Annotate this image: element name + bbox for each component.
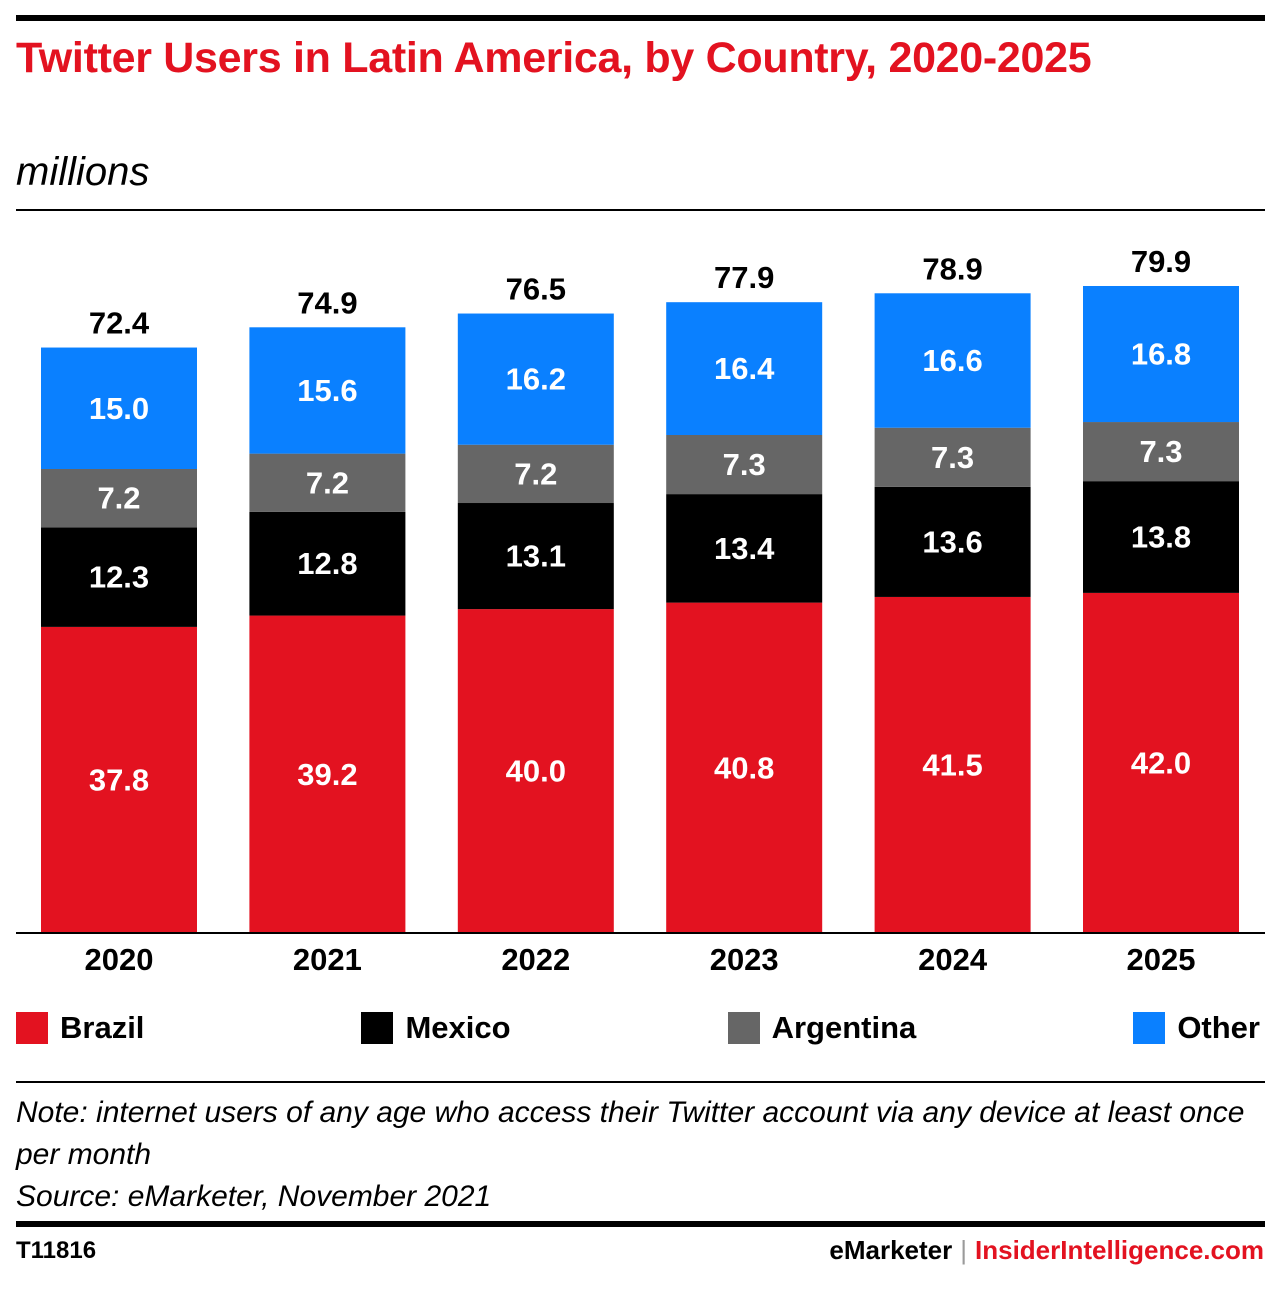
total-label-2024: 78.9: [922, 251, 982, 286]
notes: Note: internet users of any age who acce…: [16, 1092, 1266, 1218]
legend-item-other: Other: [1133, 1010, 1260, 1046]
top-rule: [16, 15, 1265, 21]
bar-segment-other-2022: [457, 313, 614, 445]
bar-segment-other-2025: [1083, 286, 1239, 423]
bar-segment-argentina-2022: [457, 444, 614, 504]
value-label-brazil-2025: 42.0: [1131, 745, 1191, 780]
bar-segment-brazil-2022: [457, 609, 614, 933]
value-label-mexico-2023: 13.4: [714, 531, 775, 566]
value-label-mexico-2025: 13.8: [1131, 520, 1191, 555]
value-label-other-2021: 15.6: [297, 373, 357, 408]
brand-footer: eMarketer | InsiderIntelligence.com: [829, 1235, 1264, 1266]
x-tick-label-2024: 2024: [918, 942, 988, 977]
header-rule: [16, 209, 1265, 211]
value-label-argentina-2025: 7.3: [1139, 434, 1182, 469]
legend-item-argentina: Argentina: [727, 1010, 917, 1046]
chart-subtitle: millions: [16, 150, 150, 194]
value-label-other-2025: 16.8: [1131, 337, 1191, 372]
bar-segment-brazil-2024: [874, 596, 1031, 933]
x-tick-label-2022: 2022: [501, 942, 570, 977]
value-label-argentina-2022: 7.2: [514, 456, 557, 491]
legend-swatch-other: [1133, 1012, 1166, 1044]
total-label-2022: 76.5: [506, 272, 566, 307]
value-label-brazil-2022: 40.0: [506, 754, 566, 789]
total-label-2020: 72.4: [89, 306, 150, 341]
bar-segment-brazil-2025: [1083, 592, 1239, 933]
value-label-other-2022: 16.2: [506, 362, 566, 397]
value-label-argentina-2023: 7.3: [723, 447, 766, 482]
bar-segment-argentina-2024: [874, 427, 1031, 487]
value-label-other-2024: 16.6: [922, 343, 982, 378]
legend-swatch-brazil: [16, 1012, 48, 1044]
value-label-other-2020: 15.0: [89, 391, 149, 426]
total-label-2021: 74.9: [297, 285, 357, 320]
bar-segment-mexico-2022: [457, 503, 614, 610]
value-label-brazil-2023: 40.8: [714, 750, 774, 785]
value-label-mexico-2021: 12.8: [297, 546, 357, 581]
bar-segment-other-2021: [249, 327, 406, 454]
legend-swatch-mexico: [361, 1012, 394, 1044]
notes-rule: [16, 1081, 1265, 1083]
bar-segment-mexico-2025: [1083, 481, 1239, 593]
bar-segment-argentina-2021: [249, 453, 406, 512]
bar-segment-mexico-2023: [666, 494, 823, 603]
value-label-argentina-2021: 7.2: [306, 465, 349, 500]
source-text: Source: eMarketer, November 2021: [16, 1180, 492, 1213]
brand-separator: |: [960, 1235, 968, 1265]
legend-item-brazil: Brazil: [16, 1010, 144, 1046]
bottom-rule: [16, 1221, 1265, 1227]
total-label-2025: 79.9: [1131, 244, 1191, 279]
value-label-mexico-2020: 12.3: [89, 560, 149, 595]
total-label-2023: 77.9: [714, 260, 774, 295]
value-label-mexico-2022: 13.1: [506, 539, 566, 574]
bar-segment-mexico-2020: [41, 527, 197, 627]
bar-segment-argentina-2025: [1083, 422, 1239, 482]
x-tick-label-2020: 2020: [85, 942, 154, 977]
value-label-argentina-2024: 7.3: [931, 440, 974, 475]
bar-segment-other-2023: [666, 302, 823, 435]
value-label-brazil-2024: 41.5: [922, 747, 982, 782]
chart-title: Twitter Users in Latin America, by Count…: [16, 34, 1092, 82]
brand-insider-link[interactable]: InsiderIntelligence.com: [975, 1235, 1264, 1265]
bar-segment-mexico-2021: [249, 511, 406, 616]
x-tick-label-2021: 2021: [293, 942, 362, 977]
legend-label-mexico: Mexico: [405, 1010, 511, 1045]
bar-segment-other-2024: [874, 293, 1031, 428]
value-label-mexico-2024: 13.6: [922, 524, 982, 559]
value-label-brazil-2020: 37.8: [89, 762, 149, 797]
bar-segment-brazil-2021: [249, 615, 406, 933]
bar-segment-mexico-2024: [874, 486, 1031, 597]
bar-segment-other-2020: [41, 347, 197, 470]
chart-id: T11816: [16, 1237, 97, 1264]
bar-segment-brazil-2020: [41, 626, 197, 933]
legend: Brazil Mexico Argentina Other: [16, 1005, 1260, 1051]
stacked-bar-chart: 37.8 12.3 7.2 15.0 72.4 2020 39.2 12.8 7.2 15.6 74…: [16, 244, 1265, 977]
note-text: Note: internet users of any age who acce…: [16, 1096, 1245, 1171]
legend-label-other: Other: [1177, 1010, 1260, 1045]
legend-item-mexico: Mexico: [361, 1010, 511, 1046]
value-label-brazil-2021: 39.2: [297, 757, 357, 792]
bar-segment-argentina-2020: [41, 469, 197, 528]
brand-emarketer: eMarketer: [829, 1235, 953, 1265]
x-tick-label-2025: 2025: [1127, 942, 1196, 977]
value-label-other-2023: 16.4: [714, 351, 775, 386]
legend-label-brazil: Brazil: [60, 1010, 145, 1045]
x-tick-label-2023: 2023: [710, 942, 779, 977]
bar-segment-argentina-2023: [666, 434, 823, 495]
value-label-argentina-2020: 7.2: [97, 481, 140, 516]
legend-label-argentina: Argentina: [771, 1010, 917, 1045]
bar-segment-brazil-2023: [666, 602, 823, 933]
legend-swatch-argentina: [727, 1012, 760, 1044]
